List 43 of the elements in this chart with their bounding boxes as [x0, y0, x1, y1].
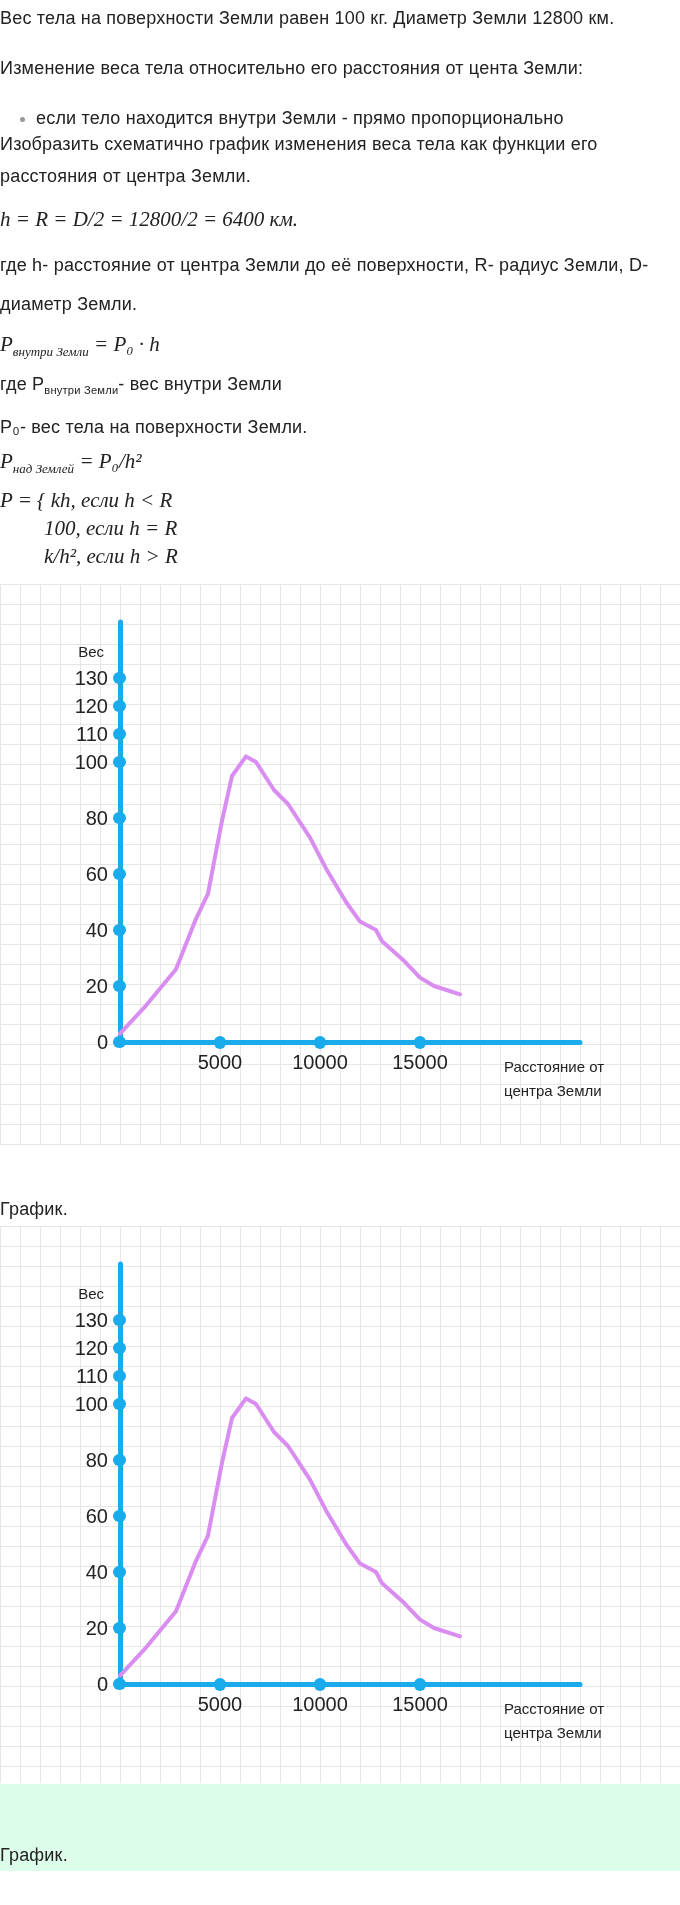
y-tick-label: 60	[85, 863, 108, 885]
x-tick-label: 15000	[392, 1051, 448, 1073]
y-axis-title: Вес	[78, 642, 105, 660]
x-tick-label: 5000	[197, 1051, 243, 1073]
text: P$_{внутри Земли}$ = P₀ · h	[0, 332, 161, 361]
y-tick-label: 80	[85, 807, 108, 829]
y-tick-label: 130	[74, 1309, 108, 1331]
text: h = R = D/2 = 12800/2 = 6400 км.	[0, 207, 300, 231]
line-series	[118, 754, 462, 1036]
y-tick-label: 0	[96, 1031, 108, 1053]
y-tick-label: 130	[74, 667, 108, 689]
y-axis-title: Вес	[78, 1284, 105, 1302]
y-tick-label: 120	[74, 695, 108, 717]
text: Изменение веса тела относительно его расстояния от цента Земли:	[0, 58, 585, 78]
x-axis-title: Расстояние от центра Земли	[504, 1699, 605, 1741]
chart-title: График.	[0, 1199, 68, 1219]
text: Вес тела на поверхности Земли равен 100 кг. Диаметр Земли 12800 км.	[0, 8, 616, 28]
x-tick-label: 10000	[292, 1051, 348, 1073]
text: где h- расстояние от центра Земли до её поверхности, R- радиус Земли, D- диаметр Земли.	[0, 254, 650, 316]
x-tick-label: 10000	[292, 1693, 348, 1715]
x-axis-title: Расстояние от центра Земли	[504, 1057, 605, 1099]
y-tick-label: 120	[74, 1337, 108, 1359]
y-tick-label: 110	[76, 723, 108, 745]
line-series	[118, 1396, 462, 1678]
text: P$_{над Землей}$ = P₀/h²	[0, 449, 143, 478]
y-tick-label: 40	[85, 1561, 108, 1583]
text: P₀- вес тела на поверхности Земли.	[0, 417, 309, 437]
y-tick-label: 60	[85, 1505, 108, 1527]
text: если тело находится внутри Земли - прямо пропорционально	[36, 108, 672, 128]
y-tick-label: 20	[85, 975, 108, 997]
y-tick-label: 100	[74, 1393, 108, 1415]
y-tick-label: 100	[74, 751, 108, 773]
y-tick-label: 80	[85, 1449, 108, 1471]
text: где P$_{внутри Земли}$- вес внутри Земли	[0, 373, 283, 398]
x-tick-label: 15000	[392, 1693, 448, 1715]
y-tick-label: 20	[85, 1617, 108, 1639]
text: График.	[0, 1845, 69, 1865]
y-tick-label: 0	[96, 1673, 108, 1695]
x-tick-label: 5000	[197, 1693, 243, 1715]
y-tick-label: 40	[85, 919, 108, 941]
text: Изобразить схематично график изменения веса тела как функции его расстояния от центра Земли.	[0, 133, 599, 188]
text: P = { kh, если h < R 100, если h = R k/h², если h > R	[0, 487, 179, 570]
y-tick-label: 110	[76, 1365, 108, 1387]
